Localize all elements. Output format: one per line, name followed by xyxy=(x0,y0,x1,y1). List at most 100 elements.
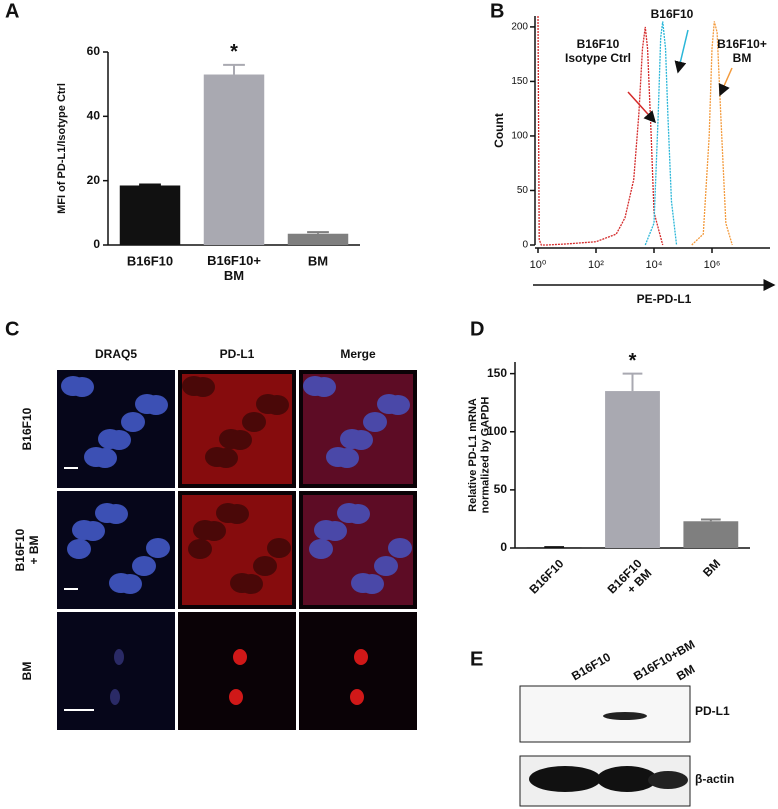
panel-letter: D xyxy=(470,318,484,340)
y-tick-label: 0 xyxy=(93,237,100,251)
nucleus xyxy=(93,448,117,468)
histogram-line xyxy=(537,15,664,246)
row-label: PD-L1 xyxy=(695,704,730,718)
nucleus xyxy=(374,556,398,576)
y-tick-label: 150 xyxy=(487,366,507,380)
row-label: B16F10+ BM xyxy=(13,528,41,571)
nucleus xyxy=(388,538,412,558)
panel-letter: B xyxy=(490,0,504,22)
lane-label: BM xyxy=(674,662,697,683)
histogram-line xyxy=(644,21,678,246)
bar xyxy=(287,233,349,245)
error-bar xyxy=(139,183,161,186)
nucleus xyxy=(188,539,212,559)
cell xyxy=(114,649,124,665)
column-header: Merge xyxy=(340,347,376,361)
nucleus xyxy=(239,574,263,594)
column-header: DRAQ5 xyxy=(95,347,137,361)
nucleus xyxy=(146,538,170,558)
nucleus xyxy=(104,504,128,524)
y-tick-label: 20 xyxy=(87,173,101,187)
y-tick-label: 0 xyxy=(522,240,528,251)
micrograph xyxy=(178,612,296,730)
lane-label: B16F10 xyxy=(569,650,613,684)
nucleus xyxy=(144,395,168,415)
nucleus xyxy=(228,430,252,450)
nucleus xyxy=(214,448,238,468)
bar xyxy=(605,391,660,548)
panel-letter: A xyxy=(5,0,19,22)
nucleus xyxy=(386,395,410,415)
cell xyxy=(110,689,120,705)
microscopy-panel: C DRAQ5 PD-L1 Merge B16F10 B16F10+ BM BM xyxy=(5,318,417,730)
blot-band xyxy=(597,766,657,792)
series-label: B16F10 xyxy=(651,7,694,21)
micrograph xyxy=(57,612,175,730)
blot-frame xyxy=(519,685,691,743)
row-label: B16F10 xyxy=(20,407,34,450)
x-tick-label: B16F10+ BM xyxy=(605,556,655,606)
panel-letter: E xyxy=(470,648,483,670)
y-tick-label: 50 xyxy=(494,482,508,496)
nucleus xyxy=(363,412,387,432)
series-arrow xyxy=(674,29,689,74)
nucleus xyxy=(267,538,291,558)
y-tick-label: 40 xyxy=(87,109,101,123)
x-tick-label: 10⁶ xyxy=(704,259,721,271)
cell xyxy=(350,689,364,705)
x-tick-label: B16F10 xyxy=(127,253,173,268)
x-tick-label: 10⁴ xyxy=(646,259,663,271)
nucleus xyxy=(225,504,249,524)
nucleus xyxy=(253,556,277,576)
nucleus xyxy=(309,539,333,559)
error-bar xyxy=(700,518,721,522)
nucleus xyxy=(312,377,336,397)
nucleus xyxy=(118,574,142,594)
cell xyxy=(233,649,247,665)
nucleus xyxy=(81,521,105,541)
y-axis-label: MFI of PD-L1/Isotype Ctrl xyxy=(56,83,68,214)
nucleus xyxy=(335,448,359,468)
cell xyxy=(354,649,368,665)
error-bar xyxy=(622,372,643,392)
x-tick-label: 10⁰ xyxy=(530,259,547,271)
histogram-line xyxy=(691,21,733,246)
nucleus xyxy=(107,430,131,450)
y-tick-label: 100 xyxy=(487,424,507,438)
y-axis-label: Count xyxy=(492,113,506,148)
series-arrow xyxy=(718,67,733,97)
error-bar xyxy=(223,63,245,75)
x-tick-label: B16F10 xyxy=(526,556,566,596)
error-bar xyxy=(307,231,329,234)
row-label: BM xyxy=(20,662,34,681)
y-axis-label: Relative PD-L1 mRNAnormalized by GAPDH xyxy=(467,397,492,514)
blot-band xyxy=(529,766,601,792)
annotation: * xyxy=(629,350,637,372)
cell xyxy=(229,689,243,705)
x-tick-label: 10² xyxy=(588,259,604,271)
y-tick-label: 0 xyxy=(500,540,507,554)
nucleus xyxy=(265,395,289,415)
panel-letter: C xyxy=(5,318,19,340)
x-tick-label: BM xyxy=(700,556,723,579)
blot-band xyxy=(603,712,647,720)
nucleus xyxy=(191,377,215,397)
x-tick-label: B16F10+ BM xyxy=(207,253,261,283)
x-tick-label: BM xyxy=(308,253,328,268)
nucleus xyxy=(132,556,156,576)
nucleus xyxy=(70,377,94,397)
bar xyxy=(683,521,739,548)
nucleus xyxy=(349,430,373,450)
nucleus xyxy=(202,521,226,541)
series-label: B16F10+ BM xyxy=(717,37,767,65)
y-tick-label: 150 xyxy=(511,76,528,87)
nucleus xyxy=(346,504,370,524)
bar xyxy=(119,185,181,245)
y-tick-label: 50 xyxy=(517,185,529,196)
y-tick-label: 60 xyxy=(87,44,101,58)
bar xyxy=(203,74,265,246)
row-label: β-actin xyxy=(695,772,734,786)
nucleus xyxy=(360,574,384,594)
